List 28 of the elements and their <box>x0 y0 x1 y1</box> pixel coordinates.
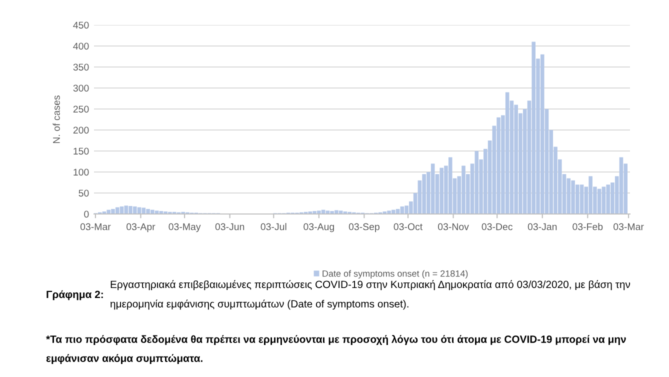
x-tick-label: 03-Mar <box>80 223 111 230</box>
y-tick-label: 50 <box>78 190 89 197</box>
x-tick-label: 03-Nov <box>438 223 469 230</box>
y-tick-label: 150 <box>74 148 89 155</box>
x-tick-label: 03-May <box>168 223 201 232</box>
legend-label: Date of symptoms onset (n = 21814) <box>322 270 468 279</box>
text: Εργαστηριακά επιβεβαιωμένες περιπτώσεις COVID-19 στην Κυπριακή Δημοκρατία από 03/03/2020, με βάση την ημερομηνία εμφάνισης συμπτωμάτων (Date of symptoms onset). <box>110 280 630 310</box>
y-tick-label: 250 <box>73 106 89 113</box>
x-tick-label: 03-Apr <box>126 223 156 232</box>
y-tick-label: 0 <box>84 210 89 218</box>
x-tick-label: 03-Sep <box>348 223 380 232</box>
y-tick-label: 400 <box>73 42 89 50</box>
x-tick-label: 03-Jul <box>260 223 286 230</box>
y-tick-label: 200 <box>73 126 89 134</box>
x-tick-label: 03-Mar <box>614 223 644 230</box>
x-tick-label: 03-Aug <box>304 223 334 232</box>
y-tick-label: 100 <box>74 168 89 176</box>
x-tick-label: 03-Feb <box>572 223 603 230</box>
x-tick-label: 03-Jan <box>528 223 557 230</box>
text: Γράφημα 2: <box>46 290 103 300</box>
y-tick-label: 300 <box>73 84 89 92</box>
text: *Τα πιο πρόσφατα δεδομένα θα πρέπει να ερμηνεύονται με προσοχή λόγω του ότι άτομα με COVID-19 μπορεί να μην εμφάνισαν ακόμα συμπτώματα. <box>46 335 626 364</box>
x-tick-label: 03-Jun <box>215 223 244 230</box>
x-tick-label: 03-Oct <box>394 223 423 230</box>
y-tick-label: 450 <box>73 22 89 29</box>
y-axis-title: N. of cases <box>52 96 60 144</box>
y-tick-label: 350 <box>73 64 89 71</box>
x-tick-label: 03-Dec <box>482 223 513 230</box>
